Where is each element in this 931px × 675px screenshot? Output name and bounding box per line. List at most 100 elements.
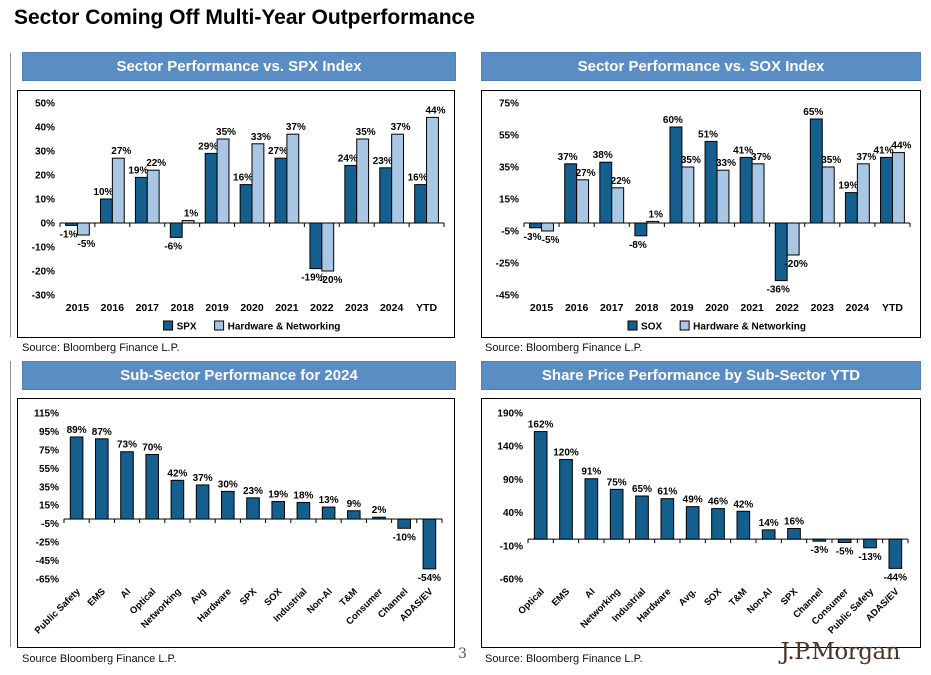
svg-text:SOX: SOX bbox=[702, 586, 724, 608]
svg-text:61%: 61% bbox=[657, 487, 677, 498]
svg-text:-20%: -20% bbox=[319, 275, 342, 286]
source-note: Source: Bloomberg Finance L.P. bbox=[485, 653, 643, 665]
svg-text:38%: 38% bbox=[593, 150, 613, 161]
svg-text:87%: 87% bbox=[92, 427, 112, 438]
svg-text:Public Safety: Public Safety bbox=[33, 586, 83, 636]
svg-text:-6%: -6% bbox=[164, 241, 182, 252]
svg-text:37%: 37% bbox=[193, 473, 213, 484]
svg-text:2021: 2021 bbox=[740, 302, 764, 314]
svg-text:70%: 70% bbox=[142, 443, 162, 454]
svg-text:2020: 2020 bbox=[240, 302, 264, 314]
svg-text:23%: 23% bbox=[373, 156, 393, 167]
bars-SPX bbox=[65, 152, 428, 270]
chart-canvas: 50% 40% 30% 20% 10% 0% -10% -20% -30% -1% 10% 19% -6… bbox=[32, 99, 446, 333]
svg-text:T&M: T&M bbox=[338, 586, 360, 608]
svg-text:27%: 27% bbox=[268, 146, 288, 157]
svg-text:19%: 19% bbox=[838, 181, 858, 192]
svg-text:75%: 75% bbox=[39, 445, 59, 456]
chart-subsector-ytd: 190% 140% 90% 40% -10% -60% 162% 120% 91% 75% 65% 6… bbox=[481, 398, 921, 648]
svg-text:2017: 2017 bbox=[136, 302, 160, 314]
svg-text:SOX: SOX bbox=[641, 322, 662, 333]
svg-text:-60%: -60% bbox=[500, 575, 523, 586]
svg-text:95%: 95% bbox=[39, 427, 59, 438]
svg-text:51%: 51% bbox=[698, 129, 718, 140]
svg-text:-5%: -5% bbox=[836, 546, 854, 557]
panel-header-subsector-2024: Sub-Sector Performance for 2024 bbox=[22, 361, 456, 390]
svg-text:Avg: Avg bbox=[188, 586, 208, 606]
svg-text:SPX: SPX bbox=[238, 586, 260, 608]
svg-text:Optical: Optical bbox=[516, 586, 547, 617]
svg-text:2023: 2023 bbox=[345, 302, 369, 314]
svg-text:41%: 41% bbox=[733, 145, 753, 156]
jpmorgan-logo: J.P.Morgan bbox=[780, 639, 900, 665]
svg-text:-5%: -5% bbox=[501, 227, 519, 238]
svg-text:2017: 2017 bbox=[600, 302, 624, 314]
page-number: 3 bbox=[458, 646, 467, 662]
svg-text:10%: 10% bbox=[35, 195, 55, 206]
svg-text:2022: 2022 bbox=[310, 302, 334, 314]
svg-text:50%: 50% bbox=[35, 99, 55, 110]
svg-text:42%: 42% bbox=[167, 468, 187, 479]
chart-subsector-2024: 115% 95% 75% 55% 35% 15% -5% -25% -45% -65% 89% 87%… bbox=[17, 398, 455, 648]
svg-text:44%: 44% bbox=[891, 141, 911, 152]
svg-text:2020: 2020 bbox=[705, 302, 729, 314]
svg-text:2022: 2022 bbox=[776, 302, 800, 314]
svg-text:2019: 2019 bbox=[670, 302, 694, 314]
svg-text:15%: 15% bbox=[39, 501, 59, 512]
svg-text:-10%: -10% bbox=[32, 243, 55, 254]
svg-text:-36%: -36% bbox=[767, 285, 790, 296]
panel-header-subsector-ytd: Share Price Performance by Sub-Sector YT… bbox=[481, 361, 921, 390]
svg-text:EMS: EMS bbox=[550, 586, 572, 608]
y-axis-labels: 115% 95% 75% 55% 35% 15% -5% -25% -45% -65% bbox=[34, 409, 59, 586]
svg-text:29%: 29% bbox=[198, 141, 218, 152]
svg-text:41%: 41% bbox=[873, 145, 893, 156]
svg-text:-30%: -30% bbox=[32, 291, 55, 302]
svg-text:9%: 9% bbox=[347, 499, 362, 510]
svg-text:37%: 37% bbox=[391, 122, 411, 133]
panel-header-sox: Sector Performance vs. SOX Index bbox=[481, 52, 921, 81]
svg-text:2016: 2016 bbox=[101, 302, 125, 314]
svg-text:20%: 20% bbox=[35, 171, 55, 182]
svg-text:-19%: -19% bbox=[301, 273, 324, 284]
x-axis-labels: 2015 2016 2017 2018 2019 2020 2021 2022 2023 2024… bbox=[66, 302, 438, 314]
svg-text:16%: 16% bbox=[408, 173, 428, 184]
svg-text:162%: 162% bbox=[528, 420, 554, 431]
svg-text:75%: 75% bbox=[607, 477, 627, 488]
bars-Hardware & Networking bbox=[541, 152, 905, 256]
svg-text:-65%: -65% bbox=[36, 575, 59, 586]
svg-text:Avg.: Avg. bbox=[677, 586, 699, 608]
svg-text:2024: 2024 bbox=[846, 302, 870, 314]
data-labels: -5% 27% 22% 1% 35% 33% 37% -20% 35% 37% 44% bbox=[542, 141, 912, 270]
svg-text:-8%: -8% bbox=[629, 240, 647, 251]
svg-text:-25%: -25% bbox=[496, 259, 519, 270]
svg-text:-1%: -1% bbox=[60, 229, 78, 240]
zero-axis bbox=[59, 222, 445, 227]
svg-text:2019: 2019 bbox=[205, 302, 229, 314]
svg-text:-5%: -5% bbox=[77, 239, 95, 250]
svg-text:22%: 22% bbox=[611, 176, 631, 187]
svg-text:24%: 24% bbox=[338, 153, 358, 164]
svg-text:10%: 10% bbox=[93, 187, 113, 198]
svg-text:-10%: -10% bbox=[393, 532, 416, 543]
svg-text:40%: 40% bbox=[503, 508, 523, 519]
x-axis-labels: Optical EMS AINetworkingIndustrialHardware… bbox=[516, 586, 902, 636]
svg-text:SOX: SOX bbox=[262, 586, 284, 608]
svg-text:65%: 65% bbox=[632, 484, 652, 495]
zero-axis bbox=[63, 518, 443, 524]
svg-text:-13%: -13% bbox=[858, 552, 881, 563]
bars-series bbox=[533, 431, 903, 569]
svg-text:-25%: -25% bbox=[36, 538, 59, 549]
source-note: Source: Bloomberg Finance L.P. bbox=[485, 342, 643, 354]
svg-text:2018: 2018 bbox=[635, 302, 659, 314]
svg-text:90%: 90% bbox=[503, 475, 523, 486]
svg-text:120%: 120% bbox=[553, 447, 579, 458]
svg-text:-45%: -45% bbox=[36, 556, 59, 567]
svg-text:40%: 40% bbox=[35, 123, 55, 134]
svg-text:91%: 91% bbox=[581, 467, 601, 478]
svg-text:46%: 46% bbox=[708, 497, 728, 508]
legend: SPX Hardware & Networking bbox=[163, 320, 340, 333]
svg-text:37%: 37% bbox=[286, 122, 306, 133]
page-title: Sector Coming Off Multi-Year Outperforma… bbox=[14, 6, 475, 29]
svg-text:35%: 35% bbox=[821, 155, 841, 166]
